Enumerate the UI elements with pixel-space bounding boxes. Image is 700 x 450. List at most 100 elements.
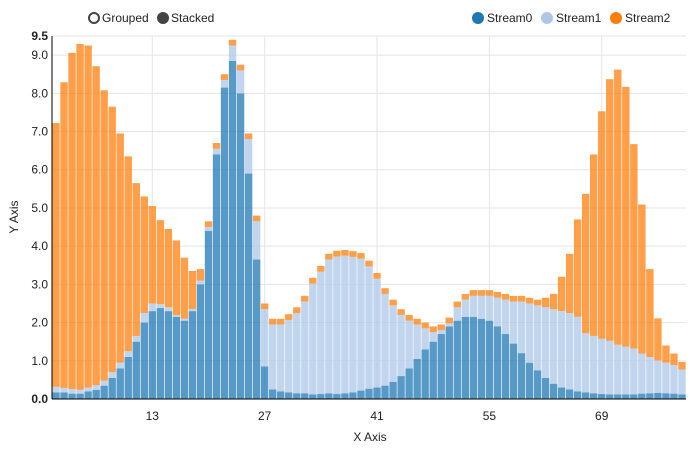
- stacked-radio-circle[interactable]: [157, 12, 169, 24]
- bar-stream1-14[interactable]: [156, 304, 165, 309]
- bar-stream0-58[interactable]: [509, 343, 518, 399]
- bar-stream0-51[interactable]: [453, 320, 461, 399]
- bar-stream1-77[interactable]: [662, 362, 670, 394]
- bar-stream0-4[interactable]: [76, 393, 84, 399]
- bar-stream2-30[interactable]: [285, 314, 293, 320]
- bar-stream0-54[interactable]: [477, 318, 486, 399]
- bar-stream1-48[interactable]: [429, 332, 437, 342]
- bar-stream2-57[interactable]: [501, 293, 510, 300]
- bar-stream1-66[interactable]: [573, 316, 582, 392]
- bar-stream2-72[interactable]: [622, 86, 630, 347]
- bar-stream0-76[interactable]: [654, 392, 662, 399]
- bar-stream2-63[interactable]: [549, 293, 558, 310]
- bar-stream1-78[interactable]: [670, 364, 678, 394]
- bar-stream1-8[interactable]: [108, 372, 116, 378]
- bar-stream0-20[interactable]: [204, 230, 213, 399]
- bar-stream0-64[interactable]: [557, 387, 566, 399]
- grouped-label[interactable]: Grouped: [102, 11, 149, 25]
- bar-stream0-38[interactable]: [349, 392, 357, 399]
- bar-stream2-11[interactable]: [132, 183, 140, 336]
- bar-stream2-78[interactable]: [670, 353, 678, 365]
- bar-stream1-38[interactable]: [349, 256, 357, 393]
- bar-stream0-14[interactable]: [156, 308, 165, 399]
- bar-stream1-16[interactable]: [172, 314, 181, 317]
- bar-stream2-65[interactable]: [565, 253, 574, 314]
- bar-stream0-8[interactable]: [108, 377, 116, 399]
- bar-stream2-70[interactable]: [606, 79, 614, 341]
- bar-stream1-41[interactable]: [373, 278, 381, 388]
- bar-stream1-50[interactable]: [445, 323, 453, 327]
- bar-stream0-77[interactable]: [662, 393, 670, 399]
- bar-stream2-16[interactable]: [172, 240, 181, 315]
- bar-stream2-58[interactable]: [509, 295, 518, 302]
- bar-stream2-7[interactable]: [100, 90, 108, 381]
- bar-stream0-60[interactable]: [525, 362, 534, 399]
- bar-stream1-54[interactable]: [477, 295, 486, 319]
- bar-stream1-40[interactable]: [365, 266, 373, 389]
- bar-stream1-18[interactable]: [188, 309, 197, 312]
- bar-stream0-31[interactable]: [293, 393, 301, 399]
- bar-stream0-79[interactable]: [678, 394, 686, 399]
- bar-stream2-17[interactable]: [180, 257, 189, 319]
- bar-stream1-12[interactable]: [140, 313, 148, 323]
- bar-stream2-40[interactable]: [365, 260, 373, 267]
- bar-stream1-10[interactable]: [124, 351, 132, 357]
- bar-stream1-65[interactable]: [565, 313, 574, 390]
- bar-stream2-59[interactable]: [517, 295, 526, 302]
- bar-stream2-34[interactable]: [317, 266, 325, 272]
- bar-stream2-69[interactable]: [598, 111, 606, 339]
- bar-stream2-44[interactable]: [397, 309, 405, 315]
- bar-stream1-79[interactable]: [678, 369, 686, 395]
- bar-stream0-32[interactable]: [301, 393, 309, 399]
- grouped-radio-circle[interactable]: [88, 12, 100, 24]
- bar-stream1-24[interactable]: [236, 70, 245, 94]
- bar-stream0-6[interactable]: [92, 389, 100, 399]
- bar-stream0-36[interactable]: [333, 394, 341, 399]
- bar-stream2-21[interactable]: [212, 142, 221, 149]
- bar-stream1-2[interactable]: [60, 387, 68, 393]
- bar-stream0-23[interactable]: [228, 60, 237, 399]
- bar-stream1-42[interactable]: [381, 293, 389, 386]
- bar-stream0-67[interactable]: [581, 392, 590, 399]
- bar-stream0-30[interactable]: [285, 392, 293, 399]
- bar-stream2-26[interactable]: [252, 215, 261, 222]
- bar-stream1-3[interactable]: [68, 389, 76, 394]
- bar-stream1-23[interactable]: [228, 45, 237, 61]
- bar-stream0-50[interactable]: [445, 326, 453, 399]
- bar-stream1-57[interactable]: [501, 299, 510, 335]
- bar-stream2-64[interactable]: [557, 276, 566, 312]
- bar-stream0-40[interactable]: [365, 388, 373, 399]
- bar-stream1-74[interactable]: [638, 353, 646, 394]
- legend-label-stream1[interactable]: Stream1: [556, 11, 602, 25]
- bar-stream0-10[interactable]: [124, 356, 132, 399]
- bar-stream2-43[interactable]: [389, 299, 397, 306]
- bar-stream0-19[interactable]: [196, 284, 205, 399]
- bar-stream0-26[interactable]: [252, 259, 261, 399]
- bar-stream0-71[interactable]: [614, 394, 622, 399]
- bar-stream0-28[interactable]: [269, 389, 277, 399]
- bar-stream2-42[interactable]: [381, 288, 389, 294]
- bar-stream2-39[interactable]: [357, 253, 365, 259]
- bar-stream2-67[interactable]: [581, 193, 590, 334]
- bar-stream1-34[interactable]: [317, 271, 325, 395]
- bar-stream0-13[interactable]: [148, 311, 157, 399]
- bar-stream2-66[interactable]: [573, 219, 582, 317]
- bar-stream2-77[interactable]: [662, 345, 670, 363]
- bar-stream1-27[interactable]: [260, 309, 269, 367]
- bar-stream1-70[interactable]: [606, 340, 614, 395]
- bar-stream2-62[interactable]: [541, 297, 550, 308]
- bar-stream2-61[interactable]: [533, 299, 542, 306]
- bar-stream0-78[interactable]: [670, 393, 678, 399]
- bar-stream2-2[interactable]: [60, 82, 68, 388]
- bar-stream1-4[interactable]: [76, 389, 84, 394]
- bar-stream0-16[interactable]: [172, 316, 181, 399]
- bar-stream2-41[interactable]: [373, 272, 381, 279]
- bar-stream1-46[interactable]: [413, 324, 421, 359]
- bar-stream1-5[interactable]: [84, 387, 92, 392]
- legend-label-stream0[interactable]: Stream0: [487, 11, 533, 25]
- bar-stream1-11[interactable]: [132, 335, 140, 342]
- bar-stream2-13[interactable]: [148, 206, 157, 304]
- bar-stream1-51[interactable]: [453, 307, 461, 321]
- legend-swatch-stream2[interactable]: [610, 12, 622, 24]
- bar-stream0-57[interactable]: [501, 334, 510, 399]
